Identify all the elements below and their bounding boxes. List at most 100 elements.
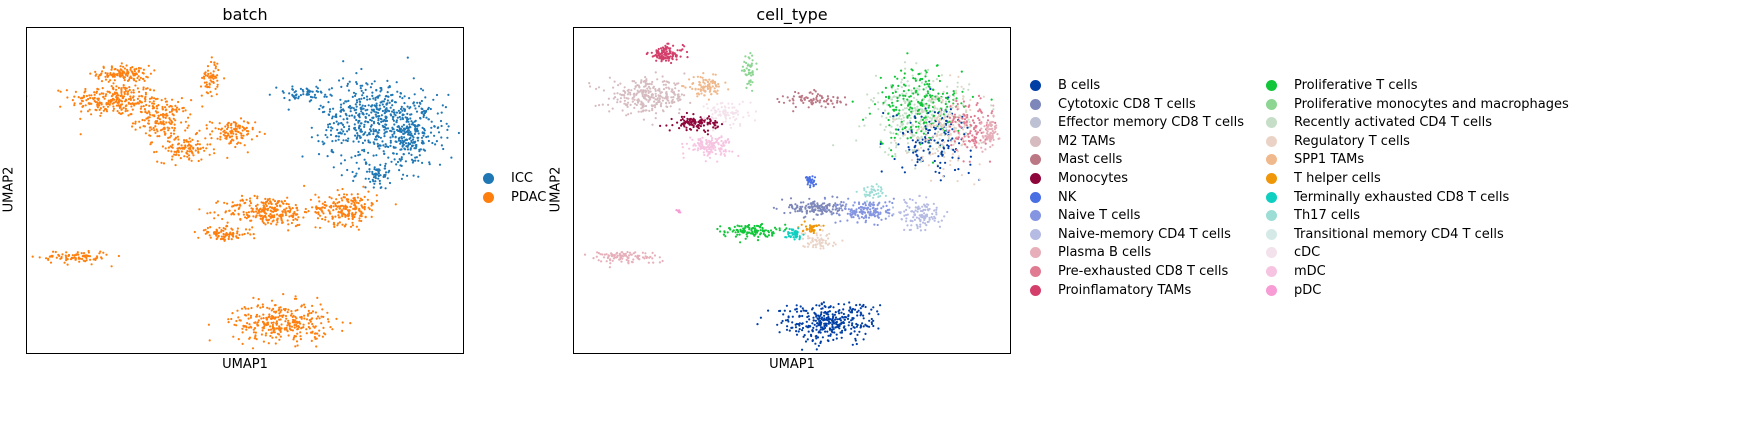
batch-point bbox=[275, 322, 279, 325]
batch-point bbox=[334, 215, 337, 218]
batch-point bbox=[354, 94, 357, 97]
batch-point bbox=[414, 125, 417, 128]
batch-point bbox=[367, 104, 370, 107]
cell-type-point bbox=[665, 90, 668, 94]
cell-type-point bbox=[954, 120, 957, 123]
cell-type-point bbox=[712, 121, 715, 124]
batch-point bbox=[110, 99, 113, 103]
cell-type-point bbox=[947, 137, 950, 140]
cell-type-point bbox=[683, 45, 686, 48]
cell-type-point bbox=[884, 86, 887, 89]
cell-type-point bbox=[943, 151, 946, 154]
batch-point bbox=[328, 196, 331, 199]
batch-point bbox=[228, 142, 231, 145]
batch-point bbox=[377, 135, 380, 139]
cell-type-point bbox=[938, 117, 941, 121]
cell-type-point bbox=[626, 89, 629, 92]
batch-point bbox=[94, 70, 97, 73]
batch-point bbox=[404, 139, 407, 142]
batch-point bbox=[213, 61, 216, 64]
batch-point bbox=[184, 129, 187, 132]
batch-point bbox=[132, 77, 135, 80]
batch-point bbox=[300, 305, 303, 308]
cell-type-point bbox=[647, 100, 650, 103]
cell-type-point bbox=[633, 106, 636, 109]
cell-type-point bbox=[685, 111, 688, 115]
cell-type-point bbox=[660, 58, 664, 61]
batch-point bbox=[264, 203, 267, 206]
batch-point bbox=[151, 105, 154, 108]
cell-type-point bbox=[920, 136, 923, 139]
batch-point bbox=[321, 206, 324, 209]
cell-type-point bbox=[633, 87, 636, 90]
batch-point bbox=[287, 308, 290, 311]
cell-type-point bbox=[956, 85, 959, 88]
cell-type-point bbox=[951, 153, 954, 156]
batch-point bbox=[147, 119, 150, 122]
batch-point bbox=[379, 163, 382, 166]
batch-point bbox=[205, 127, 208, 130]
cell-type-point bbox=[640, 89, 643, 92]
batch-point bbox=[102, 95, 105, 99]
batch-point bbox=[235, 319, 238, 323]
cell-type-point bbox=[815, 95, 819, 98]
batch-point bbox=[273, 331, 276, 334]
cell-type-point bbox=[901, 166, 904, 169]
cell-type-point bbox=[623, 99, 626, 102]
cell-type-point bbox=[614, 96, 617, 99]
batch-point bbox=[343, 159, 346, 162]
cell-type-point bbox=[801, 210, 804, 213]
batch-point bbox=[404, 142, 408, 145]
cell-type-point bbox=[840, 200, 843, 204]
batch-point bbox=[422, 115, 425, 119]
batch-point bbox=[171, 155, 174, 158]
batch-point bbox=[122, 76, 125, 80]
cell-type-point bbox=[754, 110, 758, 113]
batch-point bbox=[216, 79, 219, 82]
batch-point bbox=[152, 126, 155, 130]
cell-type-point bbox=[715, 117, 718, 120]
cell-type-point bbox=[948, 100, 951, 103]
cell-type-point bbox=[708, 78, 711, 81]
cell-type-cluster-regulatory-t-cells bbox=[893, 74, 989, 186]
cell-type-point bbox=[952, 90, 955, 93]
cell-type-point bbox=[948, 116, 952, 119]
batch-point bbox=[142, 68, 145, 71]
cell-type-point bbox=[927, 131, 930, 135]
batch-point bbox=[427, 118, 430, 121]
batch-point bbox=[248, 228, 251, 231]
cell-type-point bbox=[719, 102, 722, 105]
cell-type-point bbox=[933, 124, 936, 127]
batch-point bbox=[374, 113, 377, 116]
cell-type-point bbox=[925, 134, 928, 137]
batch-point bbox=[280, 200, 283, 203]
cell-type-point bbox=[963, 118, 967, 121]
batch-point bbox=[382, 100, 385, 103]
cell-type-point bbox=[944, 102, 947, 106]
cell-type-point bbox=[661, 109, 664, 112]
cell-type-point bbox=[974, 130, 977, 133]
cell-type-point bbox=[816, 202, 819, 205]
batch-point bbox=[276, 219, 279, 222]
cell-type-point bbox=[913, 103, 916, 106]
batch-point bbox=[120, 87, 123, 90]
batch-point bbox=[152, 100, 155, 103]
batch-point bbox=[414, 156, 417, 159]
batch-point bbox=[418, 150, 421, 153]
batch-point bbox=[117, 100, 120, 103]
batch-point bbox=[402, 153, 405, 156]
batch-point bbox=[262, 204, 265, 207]
batch-point bbox=[340, 103, 343, 106]
batch-point bbox=[350, 114, 354, 117]
batch-point bbox=[120, 90, 123, 93]
batch-point bbox=[359, 107, 362, 110]
batch-point bbox=[275, 327, 278, 330]
cell-type-point bbox=[815, 98, 818, 101]
batch-point bbox=[88, 102, 91, 106]
batch-point bbox=[369, 180, 372, 183]
batch-point bbox=[165, 108, 168, 111]
cell-type-point bbox=[696, 129, 699, 132]
batch-point bbox=[136, 76, 139, 80]
cell-type-point bbox=[624, 91, 627, 94]
cell-type-point bbox=[916, 87, 919, 90]
